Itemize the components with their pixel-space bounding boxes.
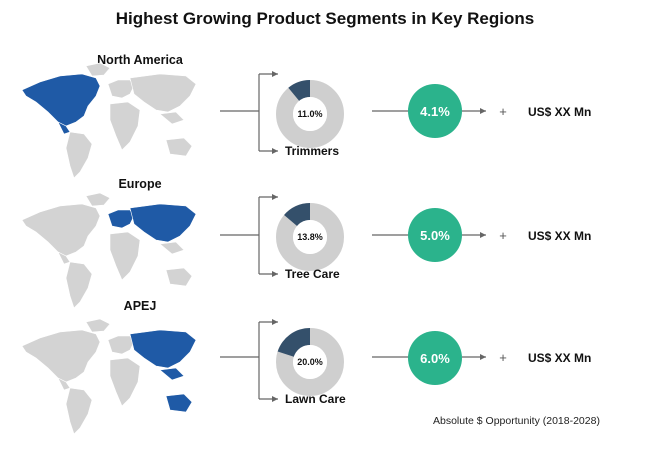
- growth-label: 5.0%: [420, 228, 450, 243]
- highlighted-continent-as: [129, 203, 197, 243]
- chart-title: Highest Growing Product Segments in Key …: [115, 9, 535, 28]
- continent-au: [165, 267, 193, 287]
- continent-af: [109, 101, 141, 151]
- continent-af: [109, 357, 141, 407]
- highlighted-continent-na: [21, 73, 101, 127]
- growth-label: 6.0%: [420, 351, 450, 366]
- donut-north-america: 11.0%: [276, 80, 344, 148]
- donut-share-slice: [284, 203, 310, 227]
- share-label: 11.0%: [297, 109, 322, 119]
- region-row-apej: APEJ 20.0% Lawn Care 6.0% + US$ XX Mn: [21, 299, 591, 435]
- continent-se: [159, 241, 185, 255]
- growth-label: 4.1%: [420, 104, 450, 119]
- region-label: Europe: [118, 177, 161, 191]
- continent-af: [109, 231, 141, 281]
- opportunity-label: US$ XX Mn: [528, 229, 591, 243]
- highlighted-continent-eu: [107, 209, 135, 229]
- growth-circle: [408, 331, 462, 385]
- segment-label: Lawn Care: [285, 392, 346, 406]
- region-label: APEJ: [124, 299, 157, 313]
- highlighted-continent-as: [129, 329, 197, 369]
- plus-sign: +: [499, 350, 507, 365]
- donut-hole: [293, 97, 327, 131]
- continent-gl: [85, 318, 111, 333]
- region-row-north-america: North America 11.0% Trimmers 4.1% + US$ XX Mn: [21, 53, 591, 179]
- donut-hole: [293, 220, 327, 254]
- footnote: Absolute $ Opportunity (2018-2028): [433, 415, 600, 427]
- world-map-apej: [21, 318, 197, 435]
- segment-label: Tree Care: [285, 267, 340, 281]
- continent-sa: [65, 131, 93, 179]
- continent-se: [159, 111, 185, 125]
- opportunity-label: US$ XX Mn: [528, 351, 591, 365]
- region-row-europe: Europe 13.8% Tree Care 5.0% + US$ XX Mn: [21, 177, 591, 309]
- world-map-north-america: [21, 62, 197, 179]
- continent-eu: [107, 79, 135, 99]
- highlighted-continent-au: [165, 393, 193, 413]
- continent-au: [165, 137, 193, 157]
- plus-sign: +: [499, 104, 507, 119]
- donut-share-slice: [277, 328, 310, 357]
- plus-sign: +: [499, 228, 507, 243]
- share-label: 13.8%: [297, 232, 323, 242]
- continent-as: [129, 73, 197, 113]
- share-label: 20.0%: [297, 357, 323, 367]
- continent-gl: [85, 192, 111, 207]
- continent-na: [21, 329, 101, 383]
- highlighted-continent-se: [159, 367, 185, 381]
- continent-eu: [107, 335, 135, 355]
- region-label: North America: [97, 53, 184, 67]
- donut-share-slice: [288, 80, 310, 101]
- continent-na: [21, 203, 101, 257]
- continent-sa: [65, 261, 93, 309]
- donut-apej: 20.0%: [276, 328, 344, 396]
- continent-gl: [85, 62, 111, 77]
- world-map-europe: [21, 192, 197, 309]
- growth-circle: [408, 208, 462, 262]
- donut-hole: [293, 345, 327, 379]
- opportunity-label: US$ XX Mn: [528, 105, 591, 119]
- continent-sa: [65, 387, 93, 435]
- segment-label: Trimmers: [285, 144, 339, 158]
- growth-circle: [408, 84, 462, 138]
- donut-europe: 13.8%: [276, 203, 344, 271]
